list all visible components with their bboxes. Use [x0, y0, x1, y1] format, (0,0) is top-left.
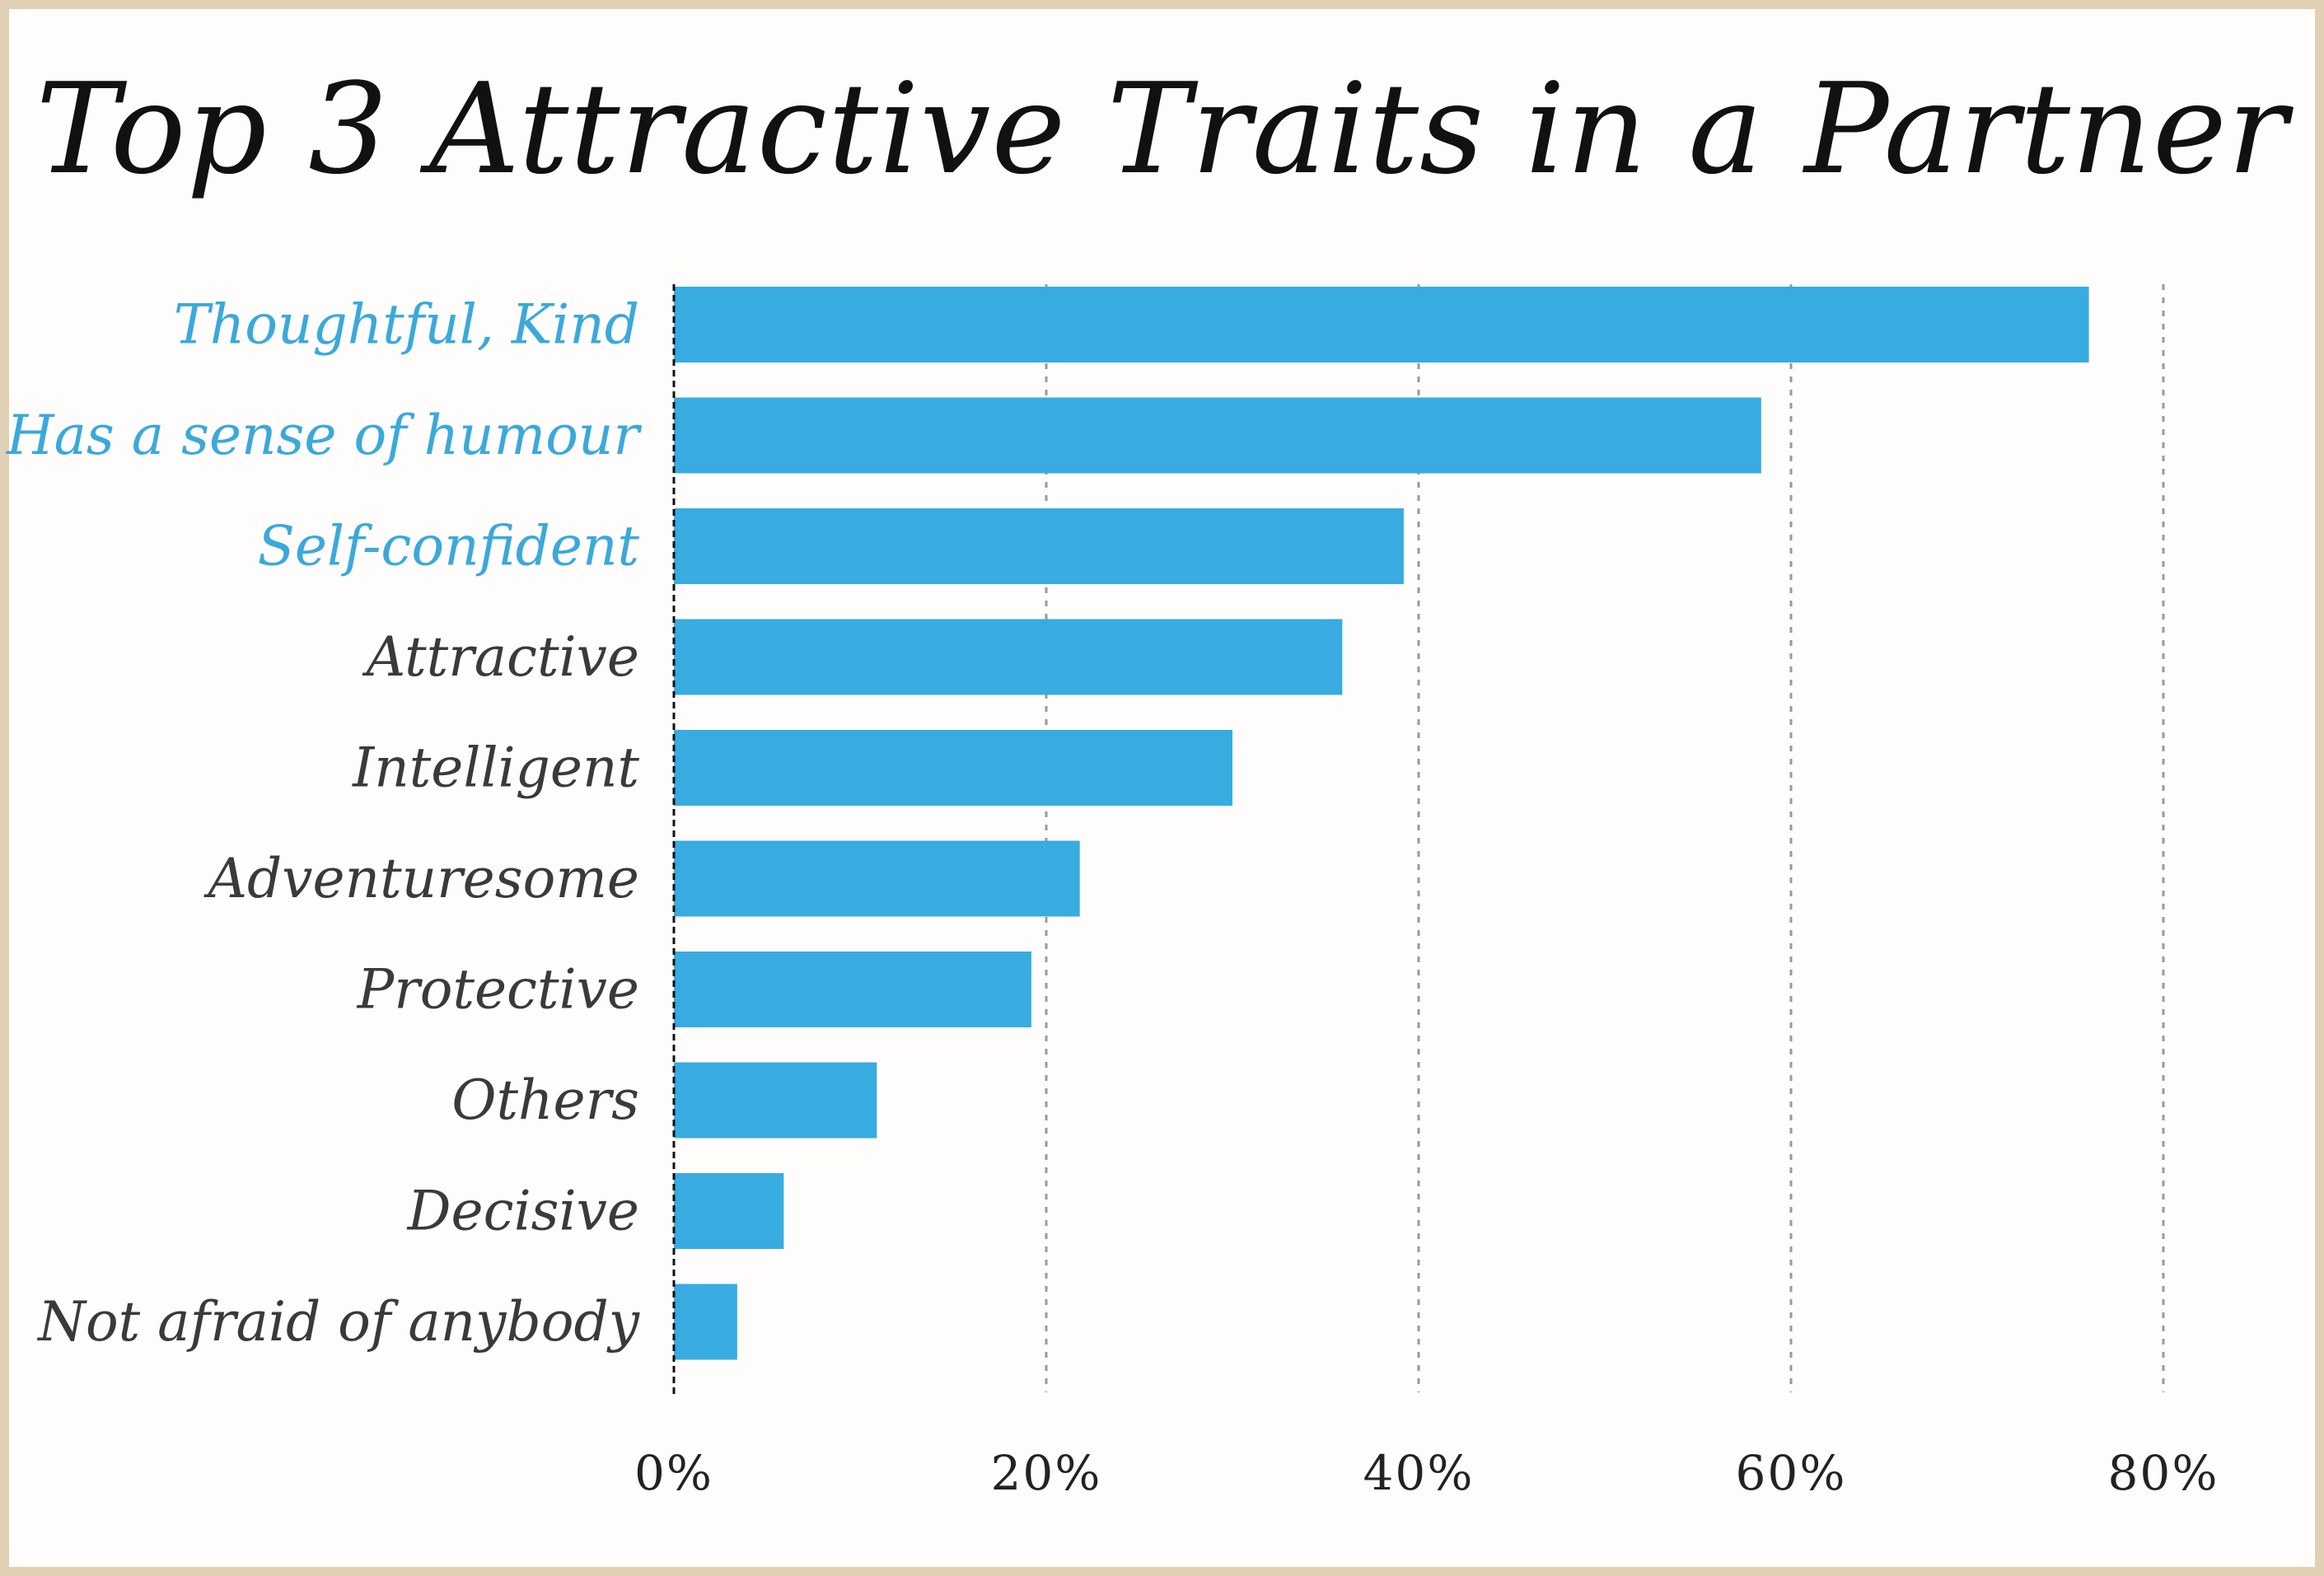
category-label-8: Decisive [407, 1180, 639, 1243]
bar-2 [674, 508, 1404, 584]
category-label-5: Adventuresome [203, 847, 639, 910]
category-label-0: Thoughtful, Kind [174, 293, 639, 357]
bar-6 [674, 952, 1031, 1027]
category-labels: Thoughtful, Kind Has a sense of humour Sel… [6, 293, 642, 1354]
x-tick-label-3: 60% [1736, 1445, 1847, 1501]
chart-title: Top 3 Attractive Traits in a Partner [35, 56, 2289, 202]
category-label-4: Intelligent [352, 737, 639, 800]
bar-4 [674, 730, 1232, 806]
category-label-6: Protective [357, 958, 639, 1022]
bar-8 [674, 1173, 784, 1249]
bar-1 [674, 397, 1761, 474]
x-tick-label-0: 0% [634, 1445, 713, 1501]
bar-0 [674, 287, 2089, 362]
category-label-1: Has a sense of humour [6, 404, 642, 467]
bars [674, 287, 2089, 1360]
category-label-3: Attractive [362, 625, 639, 689]
bar-5 [674, 840, 1080, 917]
x-tick-label-2: 40% [1363, 1445, 1475, 1501]
x-tick-label-4: 80% [2108, 1445, 2219, 1501]
bar-9 [674, 1284, 737, 1360]
category-label-7: Others [451, 1069, 639, 1132]
category-label-9: Not afraid of anybody [36, 1290, 640, 1354]
x-tick-label-1: 20% [991, 1445, 1102, 1501]
bar-3 [674, 619, 1343, 695]
category-label-2: Self-confident [258, 515, 640, 578]
x-tick-labels: 0% 20% 40% 60% 80% [634, 1445, 2219, 1501]
bar-7 [674, 1062, 877, 1139]
